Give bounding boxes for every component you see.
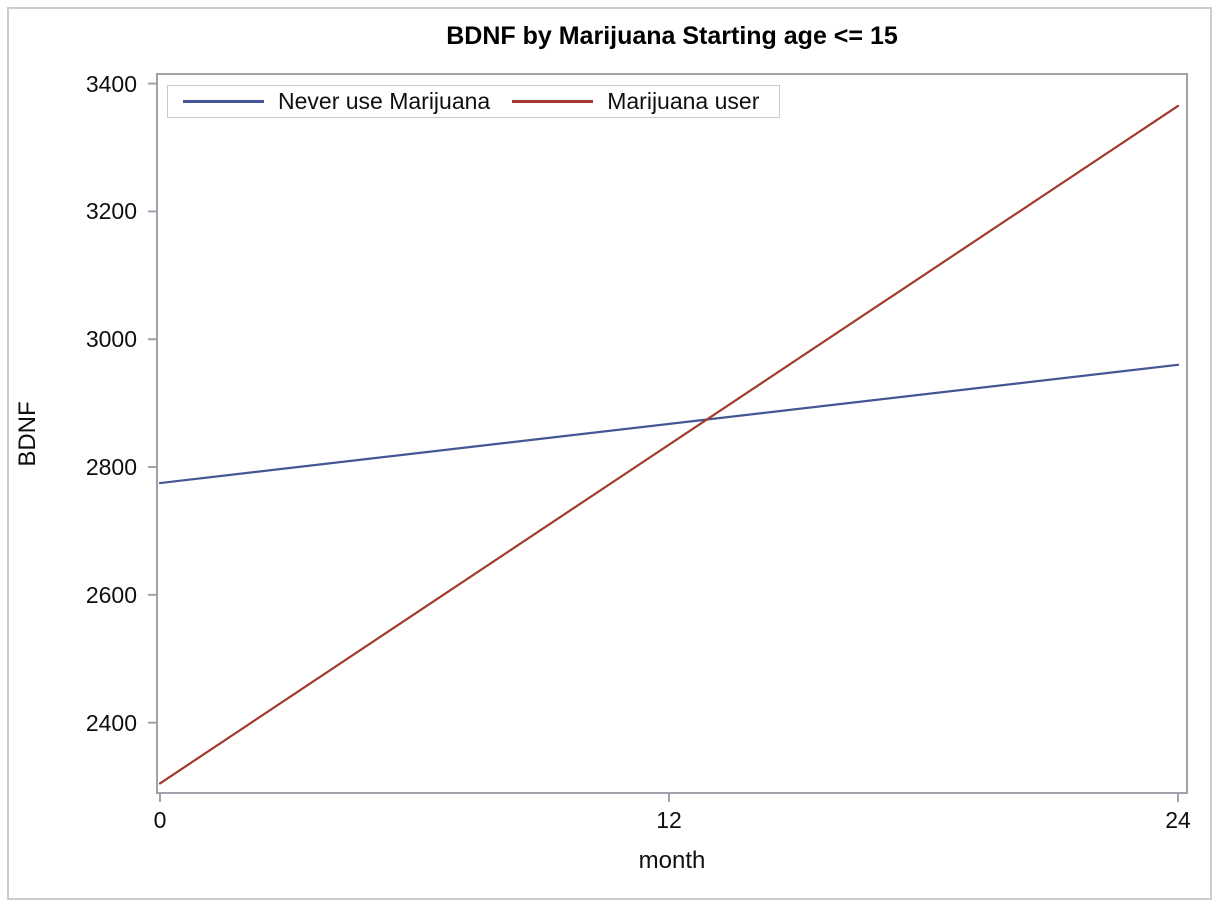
legend-line-sample-marijuana-user-icon bbox=[512, 100, 594, 103]
y-axis-title: BDNF bbox=[14, 401, 41, 467]
y-tick-label: 2400 bbox=[85, 709, 137, 736]
legend-label-never-use: Never use Marijuana bbox=[278, 88, 491, 114]
x-tick-label: 24 bbox=[1165, 807, 1191, 833]
legend-line-sample-never-use-icon bbox=[183, 100, 264, 103]
y-tick-label: 3400 bbox=[85, 70, 137, 97]
x-axis-title: month bbox=[638, 847, 706, 874]
x-tick-label: 12 bbox=[656, 807, 682, 833]
y-tick-label: 2800 bbox=[85, 454, 137, 481]
chart-title: BDNF by Marijuana Starting age <= 15 bbox=[446, 22, 898, 50]
series-line-1 bbox=[158, 104, 1180, 785]
y-tick-label: 3000 bbox=[85, 326, 137, 353]
y-tick-label: 3200 bbox=[85, 198, 137, 225]
plot-frame bbox=[156, 73, 1188, 794]
legend: Never use Marijuana Marijuana user bbox=[167, 85, 780, 118]
y-tick-label: 2600 bbox=[85, 581, 137, 608]
x-tick-label: 0 bbox=[153, 807, 167, 833]
legend-label-marijuana-user: Marijuana user bbox=[607, 88, 760, 114]
series-line-0 bbox=[158, 363, 1180, 485]
